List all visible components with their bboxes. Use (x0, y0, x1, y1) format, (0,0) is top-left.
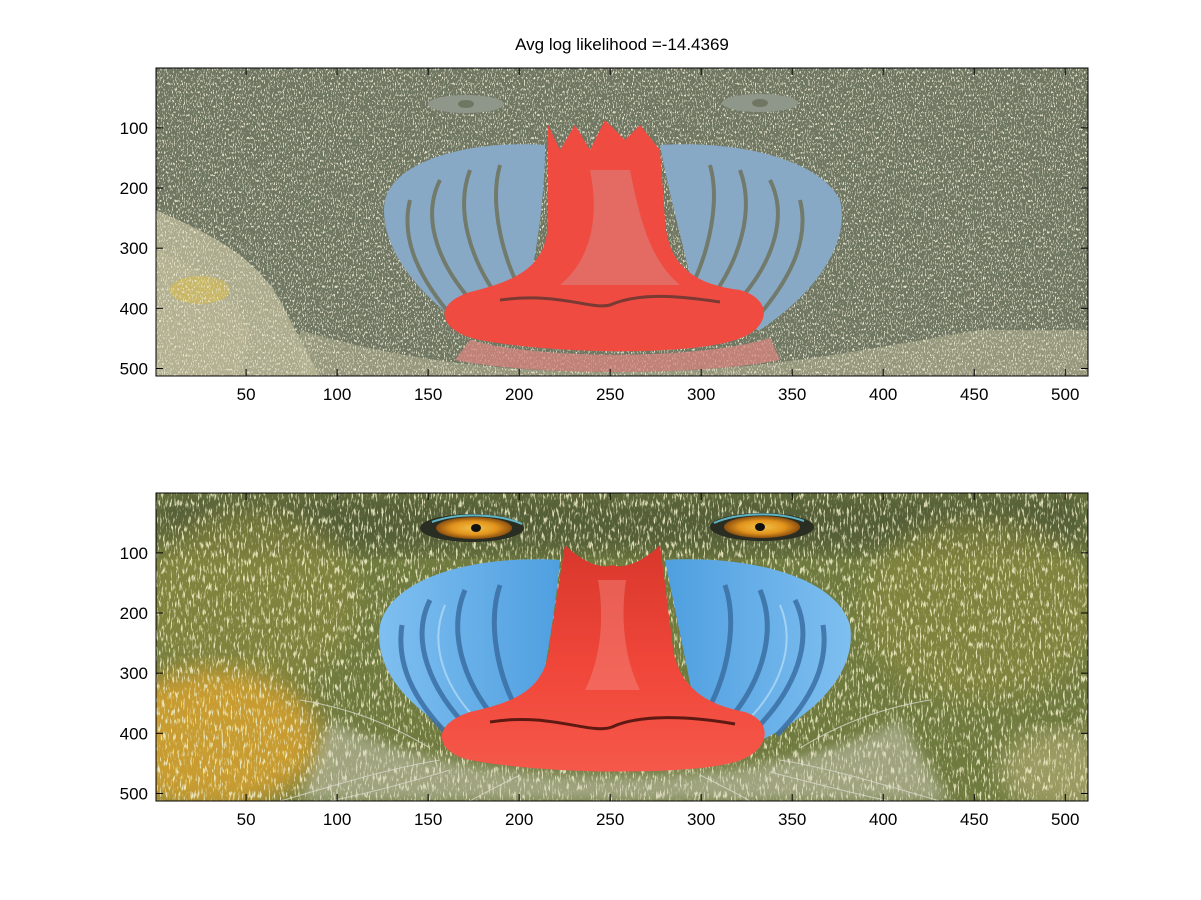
quantized-baboon-image (156, 68, 1088, 376)
bottom-y-axis: 100 200 300 400 500 (120, 544, 1088, 803)
bottom-x-tick-label: 100 (323, 810, 351, 829)
bottom-x-tick-label: 400 (869, 810, 897, 829)
bottom-y-tick-label: 500 (120, 784, 148, 803)
bottom-y-tick-label: 100 (120, 544, 148, 563)
bottom-x-tick-label: 350 (778, 810, 806, 829)
original-image-panel: 50 100 150 200 250 300 350 400 450 500 100 200 300 4… (120, 492, 1089, 829)
top-x-tick-label: 300 (687, 385, 715, 404)
bottom-x-tick-label: 200 (505, 810, 533, 829)
top-x-tick-label: 350 (778, 385, 806, 404)
plot-title: Avg log likelihood =-14.4369 (515, 35, 729, 54)
bottom-y-tick-label: 200 (120, 604, 148, 623)
top-x-axis: 50 100 150 200 250 300 350 400 450 500 (237, 68, 1079, 404)
top-y-tick-label: 100 (120, 119, 148, 138)
top-x-tick-label: 50 (237, 385, 256, 404)
top-x-tick-label: 400 (869, 385, 897, 404)
top-y-axis: 100 200 300 400 500 (120, 119, 1088, 378)
bottom-x-tick-label: 50 (237, 810, 256, 829)
bottom-y-tick-label: 300 (120, 664, 148, 683)
top-x-tick-label: 500 (1051, 385, 1079, 404)
quantized-image-panel: 50 100 150 200 250 300 350 400 450 500 100 200 300 4… (120, 67, 1089, 404)
bottom-x-tick-label: 300 (687, 810, 715, 829)
bottom-x-axis: 50 100 150 200 250 300 350 400 450 500 (237, 493, 1079, 829)
top-y-tick-label: 400 (120, 299, 148, 318)
bottom-x-tick-label: 150 (414, 810, 442, 829)
top-x-tick-label: 450 (960, 385, 988, 404)
top-x-tick-label: 200 (505, 385, 533, 404)
bottom-y-tick-label: 400 (120, 724, 148, 743)
bottom-x-tick-label: 450 (960, 810, 988, 829)
original-baboon-image (156, 493, 1088, 801)
top-y-tick-label: 200 (120, 179, 148, 198)
top-y-tick-label: 500 (120, 359, 148, 378)
top-y-tick-label: 300 (120, 239, 148, 258)
bottom-x-tick-label: 250 (596, 810, 624, 829)
top-x-tick-label: 100 (323, 385, 351, 404)
top-x-tick-label: 150 (414, 385, 442, 404)
bottom-x-tick-label: 500 (1051, 810, 1079, 829)
top-x-tick-label: 250 (596, 385, 624, 404)
